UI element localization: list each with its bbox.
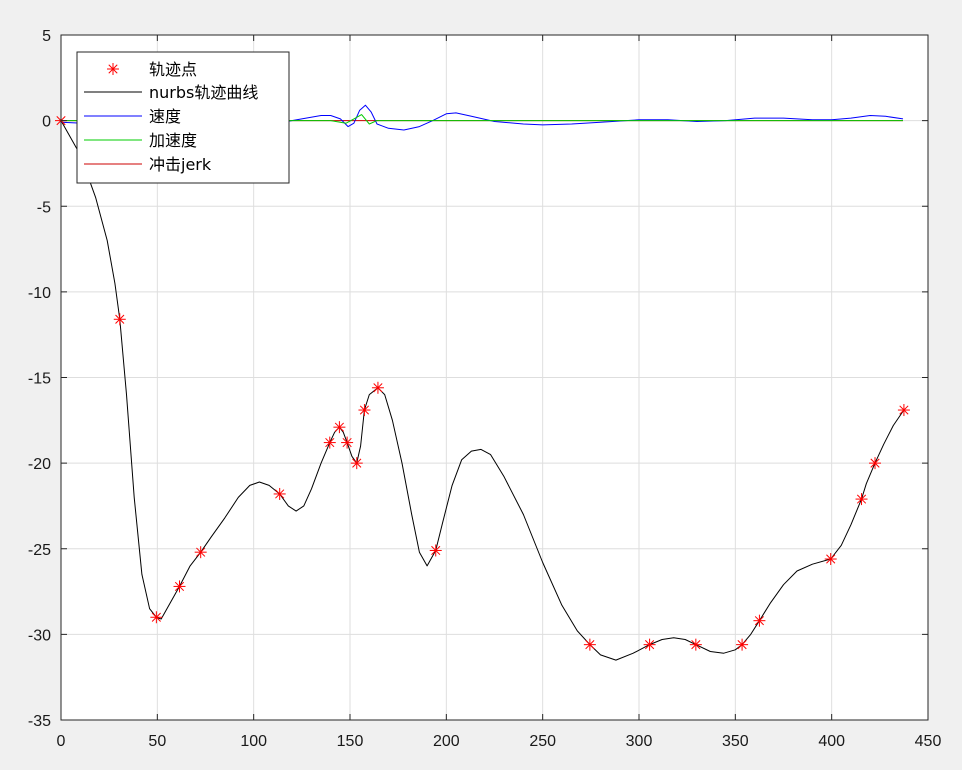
marker-stroke xyxy=(334,422,344,432)
marker-stroke xyxy=(645,640,655,650)
nurbs-curve xyxy=(60,120,905,661)
legend-entry: nurbs轨迹曲线 xyxy=(84,83,258,102)
marker-stroke xyxy=(325,437,335,448)
marker-stroke xyxy=(899,405,909,415)
x-tick-label: 150 xyxy=(337,733,364,750)
marker-stroke xyxy=(342,437,352,448)
trajectory-point xyxy=(689,638,702,651)
trajectory-point xyxy=(113,313,126,326)
trajectory-point xyxy=(855,493,868,506)
x-tick-label: 450 xyxy=(915,733,942,750)
trajectory-point xyxy=(333,421,346,434)
marker-stroke xyxy=(754,616,765,626)
y-tick-label: 5 xyxy=(42,28,51,45)
legend-label: nurbs轨迹曲线 xyxy=(149,83,258,102)
marker-stroke xyxy=(856,494,867,504)
marker-stroke xyxy=(691,640,701,650)
y-tick-label: -10 xyxy=(28,285,51,302)
y-tick-label: -35 xyxy=(28,713,51,730)
x-tick-label: 350 xyxy=(722,733,749,750)
legend-entry: 加速度 xyxy=(84,131,197,150)
trajectory-point xyxy=(371,381,384,394)
trajectory-points xyxy=(55,114,910,651)
legend-label: 速度 xyxy=(149,107,181,126)
trajectory-point xyxy=(429,544,442,557)
marker-stroke xyxy=(196,547,206,557)
velocity-line xyxy=(60,104,904,131)
marker-stroke xyxy=(174,581,185,592)
x-tick-labels: 0 50 100 150 200 250 300 350 400 450 xyxy=(57,733,942,750)
trajectory-point xyxy=(350,457,363,470)
x-tick-label: 100 xyxy=(240,733,267,750)
trajectory-point xyxy=(341,436,354,449)
trajectory-point xyxy=(173,580,186,593)
trajectory-point xyxy=(150,611,163,624)
legend-label: 加速度 xyxy=(149,131,197,150)
trajectory-point xyxy=(869,457,882,470)
marker-stroke xyxy=(585,640,595,650)
trajectory-point xyxy=(358,404,371,417)
x-tick-label: 400 xyxy=(818,733,845,750)
legend-box xyxy=(76,51,290,184)
legend-label: 冲击jerk xyxy=(149,155,212,174)
legend-entry: 冲击jerk xyxy=(84,155,212,174)
trajectory-point xyxy=(323,436,336,449)
marker-stroke xyxy=(870,458,880,468)
marker-stroke xyxy=(737,640,747,650)
acceleration-line xyxy=(61,114,903,125)
marker-stroke xyxy=(151,612,161,622)
legend-entry: 速度 xyxy=(84,107,181,126)
marker-stroke xyxy=(115,314,125,324)
trajectory-point xyxy=(643,638,656,651)
trajectory-point xyxy=(194,546,207,559)
x-tick-label: 200 xyxy=(433,733,460,750)
legend-entry: 轨迹点 xyxy=(107,60,197,79)
trajectory-point xyxy=(824,553,837,566)
trajectory-point xyxy=(753,614,766,627)
y-tick-labels: 5 0 -5 -10 -15 -20 -25 -30 -35 xyxy=(28,28,51,730)
x-tick-label: 50 xyxy=(148,733,166,750)
marker-stroke xyxy=(275,489,285,499)
marker-stroke xyxy=(826,554,836,564)
marker-stroke xyxy=(373,383,383,393)
trajectory-point xyxy=(736,638,749,651)
x-tick-label: 250 xyxy=(529,733,556,750)
marker-stroke xyxy=(352,458,362,468)
tick-marks xyxy=(60,34,929,721)
trajectory-point xyxy=(897,404,910,417)
trajectory-point xyxy=(273,487,286,500)
x-tick-label: 0 xyxy=(57,733,66,750)
x-tick-label: 300 xyxy=(626,733,653,750)
trajectory-point xyxy=(583,638,596,651)
y-tick-label: 0 xyxy=(42,114,51,131)
y-tick-label: -5 xyxy=(37,199,51,216)
marker-stroke xyxy=(431,545,441,556)
legend-label: 轨迹点 xyxy=(149,60,197,79)
y-tick-label: -20 xyxy=(28,456,51,473)
y-tick-label: -15 xyxy=(28,371,51,388)
legend-swatch-marker xyxy=(107,63,119,75)
marker-stroke xyxy=(359,405,370,415)
y-tick-label: -25 xyxy=(28,542,51,559)
marker-stroke xyxy=(108,64,118,74)
y-tick-label: -30 xyxy=(28,627,51,644)
